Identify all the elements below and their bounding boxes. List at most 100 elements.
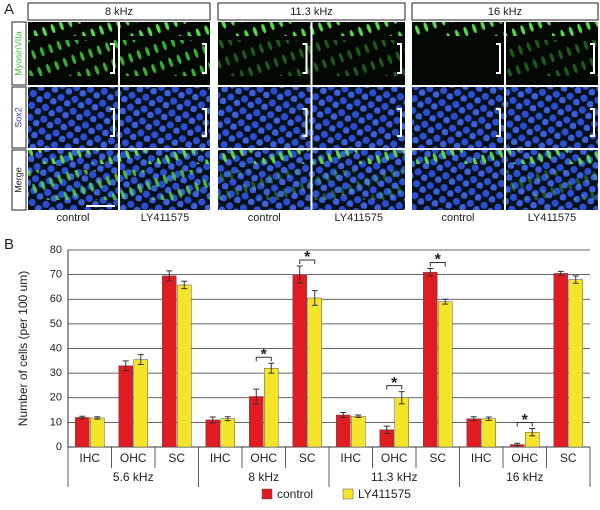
group-label: 8 kHz bbox=[248, 470, 279, 484]
panel-label: B bbox=[4, 236, 14, 253]
bar bbox=[220, 418, 235, 448]
significance-bracket bbox=[429, 261, 446, 267]
micrograph bbox=[120, 87, 210, 148]
row-label: Sox2 bbox=[13, 107, 23, 128]
micrograph-ihc bbox=[312, 22, 405, 36]
y-tick-label: 40 bbox=[50, 342, 62, 354]
micrograph-ihc bbox=[120, 22, 210, 36]
x-tick-label: IHC bbox=[340, 451, 361, 465]
bar bbox=[351, 415, 366, 448]
x-tick-label: SC bbox=[560, 451, 577, 465]
row-label-box bbox=[11, 149, 27, 211]
significance-mark: * bbox=[391, 375, 398, 392]
bracket bbox=[302, 108, 308, 137]
bar bbox=[118, 365, 133, 448]
condition-label: LY411575 bbox=[528, 212, 577, 224]
error-bar bbox=[557, 270, 564, 276]
error-bar bbox=[224, 416, 231, 422]
micrograph-ihc bbox=[506, 150, 598, 164]
y-tick-label: 0 bbox=[56, 441, 62, 453]
x-tick-label: SC bbox=[299, 451, 316, 465]
micrograph-ihc bbox=[506, 22, 598, 36]
error-bar bbox=[166, 270, 173, 282]
significance-bracket bbox=[299, 259, 316, 265]
bar bbox=[264, 367, 279, 448]
y-tick-label: 70 bbox=[50, 269, 62, 281]
micrograph-ohc bbox=[218, 40, 311, 76]
column-header-box bbox=[217, 2, 406, 21]
micrograph bbox=[218, 87, 311, 148]
condition-label: LY411575 bbox=[141, 212, 190, 224]
error-bar bbox=[209, 416, 216, 424]
x-tick-label: IHC bbox=[471, 451, 492, 465]
micrograph-ihc bbox=[120, 150, 210, 164]
bar bbox=[292, 274, 307, 448]
y-tick-label: 80 bbox=[50, 244, 62, 256]
micrograph-ihc bbox=[412, 150, 504, 164]
micrograph-ohc bbox=[506, 40, 598, 76]
error-bar bbox=[122, 360, 129, 372]
legend-swatch bbox=[261, 488, 273, 500]
micrograph-ohc bbox=[28, 170, 118, 200]
significance-bracket bbox=[516, 422, 533, 427]
significance-bracket bbox=[386, 385, 403, 390]
micrograph-ihc bbox=[218, 22, 311, 36]
bar bbox=[394, 397, 409, 448]
y-axis-label: Number of cells (per 100 um) bbox=[16, 271, 30, 426]
bracket bbox=[496, 43, 501, 74]
bar bbox=[90, 417, 105, 448]
row-label: MyosinVIIa bbox=[13, 31, 23, 76]
x-tick-label: SC bbox=[168, 451, 185, 465]
row-label: Merge bbox=[13, 167, 23, 193]
x-tick-label: SC bbox=[429, 451, 446, 465]
significance-bracket bbox=[255, 356, 272, 362]
condition-label: control bbox=[56, 212, 89, 224]
significance-mark: * bbox=[304, 249, 311, 266]
error-bar bbox=[442, 298, 449, 305]
column-header-box bbox=[27, 2, 211, 21]
micrograph bbox=[28, 87, 118, 148]
micrograph-ohc bbox=[28, 40, 118, 76]
micrograph-ihc bbox=[412, 22, 504, 36]
legend-label: control bbox=[277, 487, 313, 501]
x-tick-label: OHC bbox=[250, 451, 277, 465]
significance-mark: * bbox=[522, 412, 529, 429]
y-tick-label: 20 bbox=[50, 392, 62, 404]
bar bbox=[423, 271, 438, 448]
bar bbox=[177, 284, 192, 448]
y-tick-label: 50 bbox=[50, 318, 62, 330]
bar bbox=[466, 418, 481, 448]
row-label-box bbox=[11, 86, 27, 149]
error-bar bbox=[340, 412, 347, 418]
column-header: 8 kHz bbox=[105, 6, 133, 18]
significance-mark: * bbox=[435, 252, 442, 269]
bar bbox=[553, 273, 568, 448]
bar bbox=[133, 359, 148, 448]
bar bbox=[162, 275, 177, 448]
micrograph-ohc bbox=[218, 170, 311, 200]
x-tick-label: OHC bbox=[120, 451, 147, 465]
micrograph bbox=[412, 87, 504, 148]
significance-mark: * bbox=[261, 346, 268, 363]
condition-label: control bbox=[248, 212, 281, 224]
x-tick-label: IHC bbox=[210, 451, 231, 465]
y-tick-label: 30 bbox=[50, 367, 62, 379]
group-label: 11.3 kHz bbox=[371, 470, 417, 484]
error-bar bbox=[572, 275, 579, 284]
x-tick-label: IHC bbox=[79, 451, 100, 465]
bracket bbox=[397, 108, 402, 137]
y-tick-label: 10 bbox=[50, 416, 62, 428]
y-tick-label: 60 bbox=[50, 293, 62, 305]
error-bar bbox=[94, 416, 101, 420]
micrograph-ohc bbox=[120, 40, 210, 76]
error-bar bbox=[296, 265, 303, 284]
error-bar bbox=[485, 416, 492, 421]
row-label-box bbox=[11, 21, 27, 86]
condition-label: LY411575 bbox=[334, 212, 383, 224]
bracket bbox=[202, 108, 207, 137]
micrograph-ohc bbox=[506, 170, 598, 200]
error-bar bbox=[470, 416, 477, 422]
error-bar bbox=[355, 414, 362, 418]
column-header-box bbox=[411, 2, 599, 21]
